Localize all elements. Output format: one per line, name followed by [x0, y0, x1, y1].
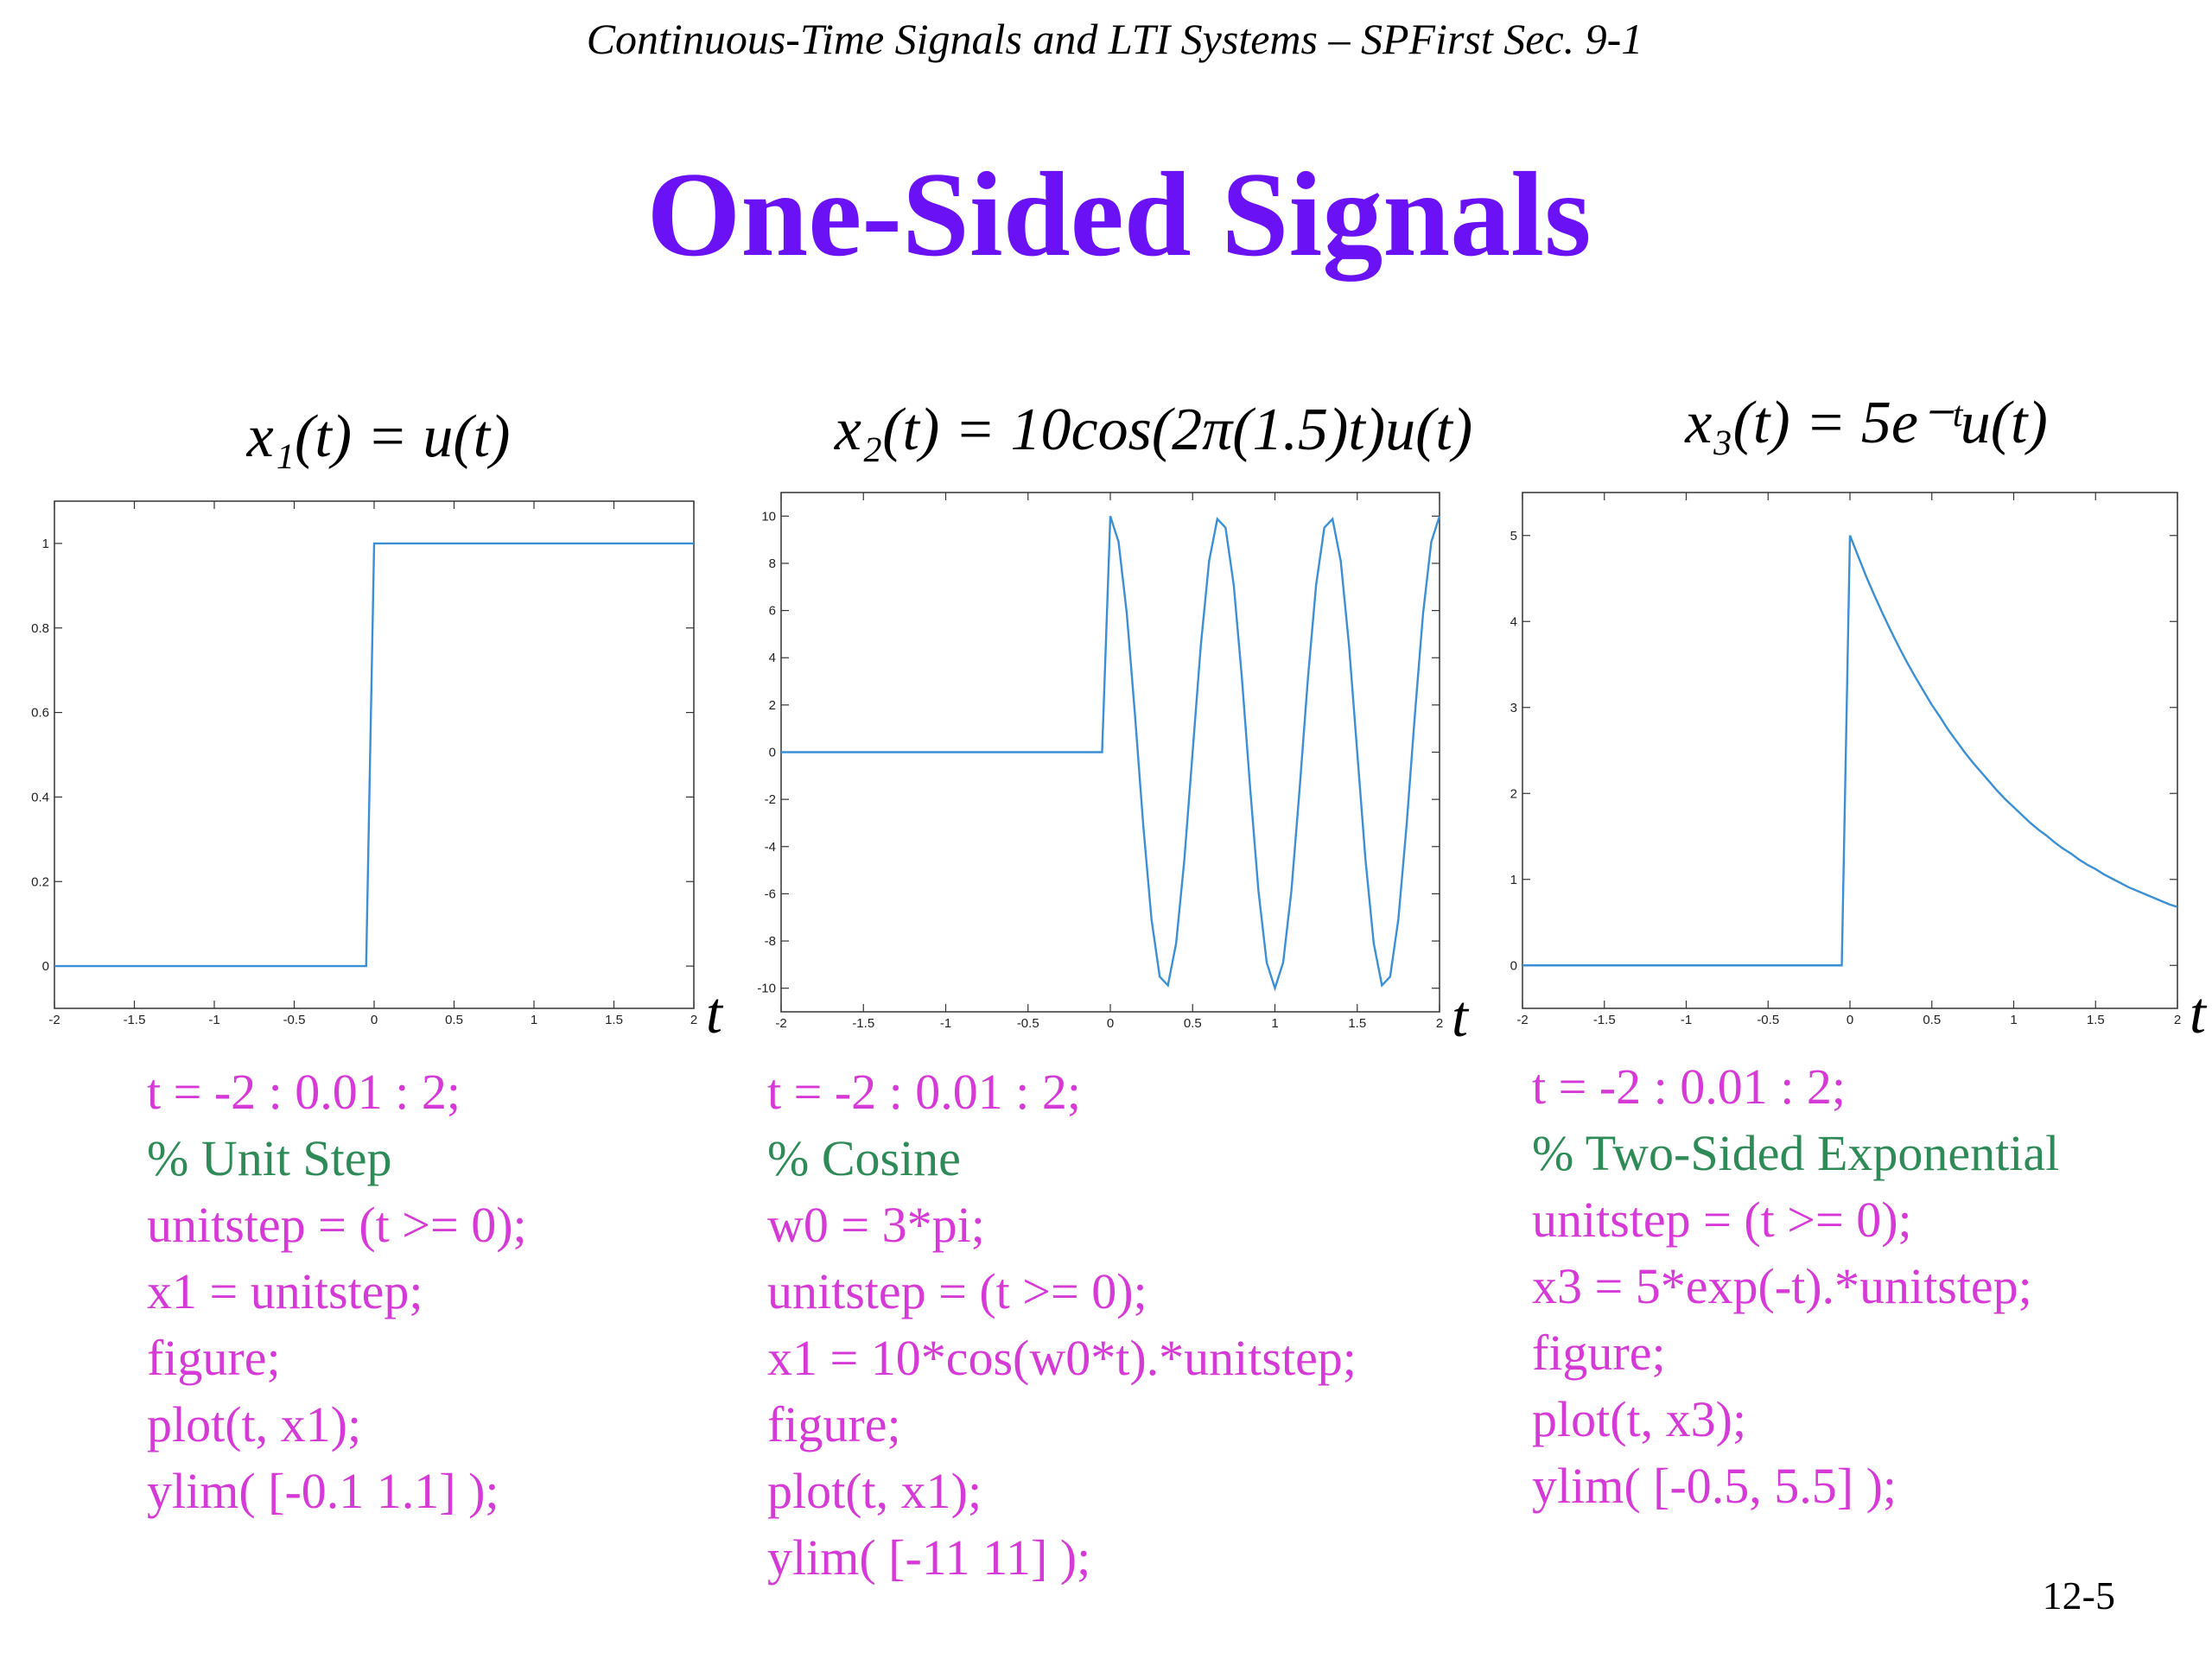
- y-tick-label: 0.2: [31, 874, 49, 889]
- y-tick-label: -8: [765, 934, 776, 949]
- x-tick-label: 1: [531, 1013, 537, 1027]
- x-tick-label: 0.5: [1184, 1016, 1202, 1031]
- code-line: t = -2 : 0.01 : 2;: [147, 1064, 461, 1120]
- x-tick-label: -2: [48, 1013, 60, 1027]
- x-tick-label: -0.5: [1017, 1016, 1039, 1031]
- code-line: ylim( [-11 11] );: [767, 1529, 1090, 1586]
- x-tick-label: -1: [940, 1016, 951, 1031]
- x-tick-label: 0: [1847, 1013, 1853, 1027]
- x-tick-label: -0.5: [283, 1013, 306, 1027]
- code-comment: % Unit Step: [147, 1130, 392, 1186]
- y-tick-label: 0: [42, 959, 49, 974]
- y-tick-label: 0: [1510, 958, 1517, 973]
- x-tick-label: -2: [775, 1016, 786, 1031]
- x-tick-label: 0: [1107, 1016, 1114, 1031]
- x-tick-label: 2: [2174, 1013, 2181, 1027]
- header: Continuous-Time Signals and LTI Systems …: [587, 15, 1643, 63]
- slide-title: One-Sided Signals: [646, 148, 1591, 282]
- y-tick-label: 6: [769, 604, 776, 619]
- y-tick-label: 3: [1510, 701, 1517, 715]
- x-tick-label: -1: [208, 1013, 219, 1027]
- x-tick-label: 0: [371, 1013, 378, 1027]
- y-tick-label: 8: [769, 556, 776, 571]
- y-tick-label: 4: [1510, 614, 1517, 629]
- code-line: unitstep = (t >= 0);: [147, 1197, 527, 1253]
- code-line: t = -2 : 0.01 : 2;: [767, 1064, 1081, 1120]
- y-tick-label: -4: [765, 840, 776, 855]
- x-tick-label: -2: [1516, 1013, 1528, 1027]
- x-axis-label: t: [2190, 980, 2208, 1046]
- x-tick-label: 0.5: [445, 1013, 463, 1027]
- data-line: [54, 542, 694, 968]
- code-line: plot(t, x3);: [1532, 1391, 1746, 1447]
- y-tick-label: -10: [757, 982, 776, 996]
- code-line: x1 = unitstep;: [147, 1263, 423, 1319]
- y-tick-label: 0.6: [31, 706, 49, 721]
- code-line: plot(t, x1);: [147, 1396, 361, 1452]
- page-number: 12-5: [2043, 1573, 2115, 1618]
- y-tick-label: 5: [1510, 529, 1517, 543]
- data-line: [1522, 535, 2178, 967]
- x-tick-label: -1.5: [124, 1013, 146, 1027]
- x-tick-label: 1.5: [2087, 1013, 2105, 1027]
- code-line: x3 = 5*exp(-t).*unitstep;: [1532, 1258, 2032, 1314]
- code-line: w0 = 3*pi;: [767, 1197, 985, 1253]
- x-tick-label: 1.5: [1348, 1016, 1366, 1031]
- chart-title: x₂(t) = 10cos(2π(1.5)t)u(t): [834, 397, 1472, 463]
- y-tick-label: 0.8: [31, 621, 49, 636]
- y-tick-label: -2: [765, 792, 776, 807]
- code-line: plot(t, x1);: [767, 1463, 982, 1519]
- y-tick-label: 2: [1510, 786, 1517, 801]
- x-axis-label: t: [1452, 983, 1470, 1049]
- x-tick-label: -0.5: [1757, 1013, 1779, 1027]
- chart-title: x₃(t) = 5e⁻ᵗu(t): [1684, 390, 2048, 456]
- code-line: figure;: [767, 1396, 901, 1452]
- code-comment: % Two-Sided Exponential: [1532, 1125, 2059, 1181]
- y-tick-label: 2: [769, 698, 776, 713]
- code-line: figure;: [147, 1330, 281, 1386]
- x-axis-label: t: [706, 980, 724, 1046]
- x-tick-label: 0.5: [1923, 1013, 1941, 1027]
- y-tick-label: 0: [769, 746, 776, 760]
- x-tick-label: 2: [690, 1013, 697, 1027]
- code-line: ylim( [-0.5, 5.5] );: [1532, 1458, 1897, 1514]
- code-line: figure;: [1532, 1325, 1666, 1381]
- chart-title: x₁(t) = u(t): [246, 404, 511, 470]
- code-line: x1 = 10*cos(w0*t).*unitstep;: [767, 1330, 1357, 1386]
- x-tick-label: 1: [1271, 1016, 1278, 1031]
- y-tick-label: -6: [765, 887, 776, 901]
- code-line: ylim( [-0.1 1.1] );: [147, 1463, 499, 1519]
- y-tick-label: 1: [42, 537, 49, 551]
- x-tick-label: 1.5: [605, 1013, 623, 1027]
- code-line: t = -2 : 0.01 : 2;: [1532, 1058, 1846, 1115]
- x-tick-label: -1.5: [1593, 1013, 1616, 1027]
- x-tick-label: -1: [1681, 1013, 1692, 1027]
- code-comment: % Cosine: [767, 1130, 961, 1186]
- y-tick-label: 4: [769, 651, 776, 665]
- x-tick-label: 1: [2010, 1013, 2017, 1027]
- y-tick-label: 1: [1510, 873, 1517, 887]
- code-line: unitstep = (t >= 0);: [767, 1263, 1147, 1319]
- data-line: [781, 515, 1441, 992]
- y-tick-label: 10: [761, 509, 776, 524]
- y-tick-label: 0.4: [31, 790, 49, 804]
- x-tick-label: -1.5: [852, 1016, 874, 1031]
- code-line: unitstep = (t >= 0);: [1532, 1192, 1912, 1248]
- x-tick-label: 2: [1436, 1016, 1443, 1031]
